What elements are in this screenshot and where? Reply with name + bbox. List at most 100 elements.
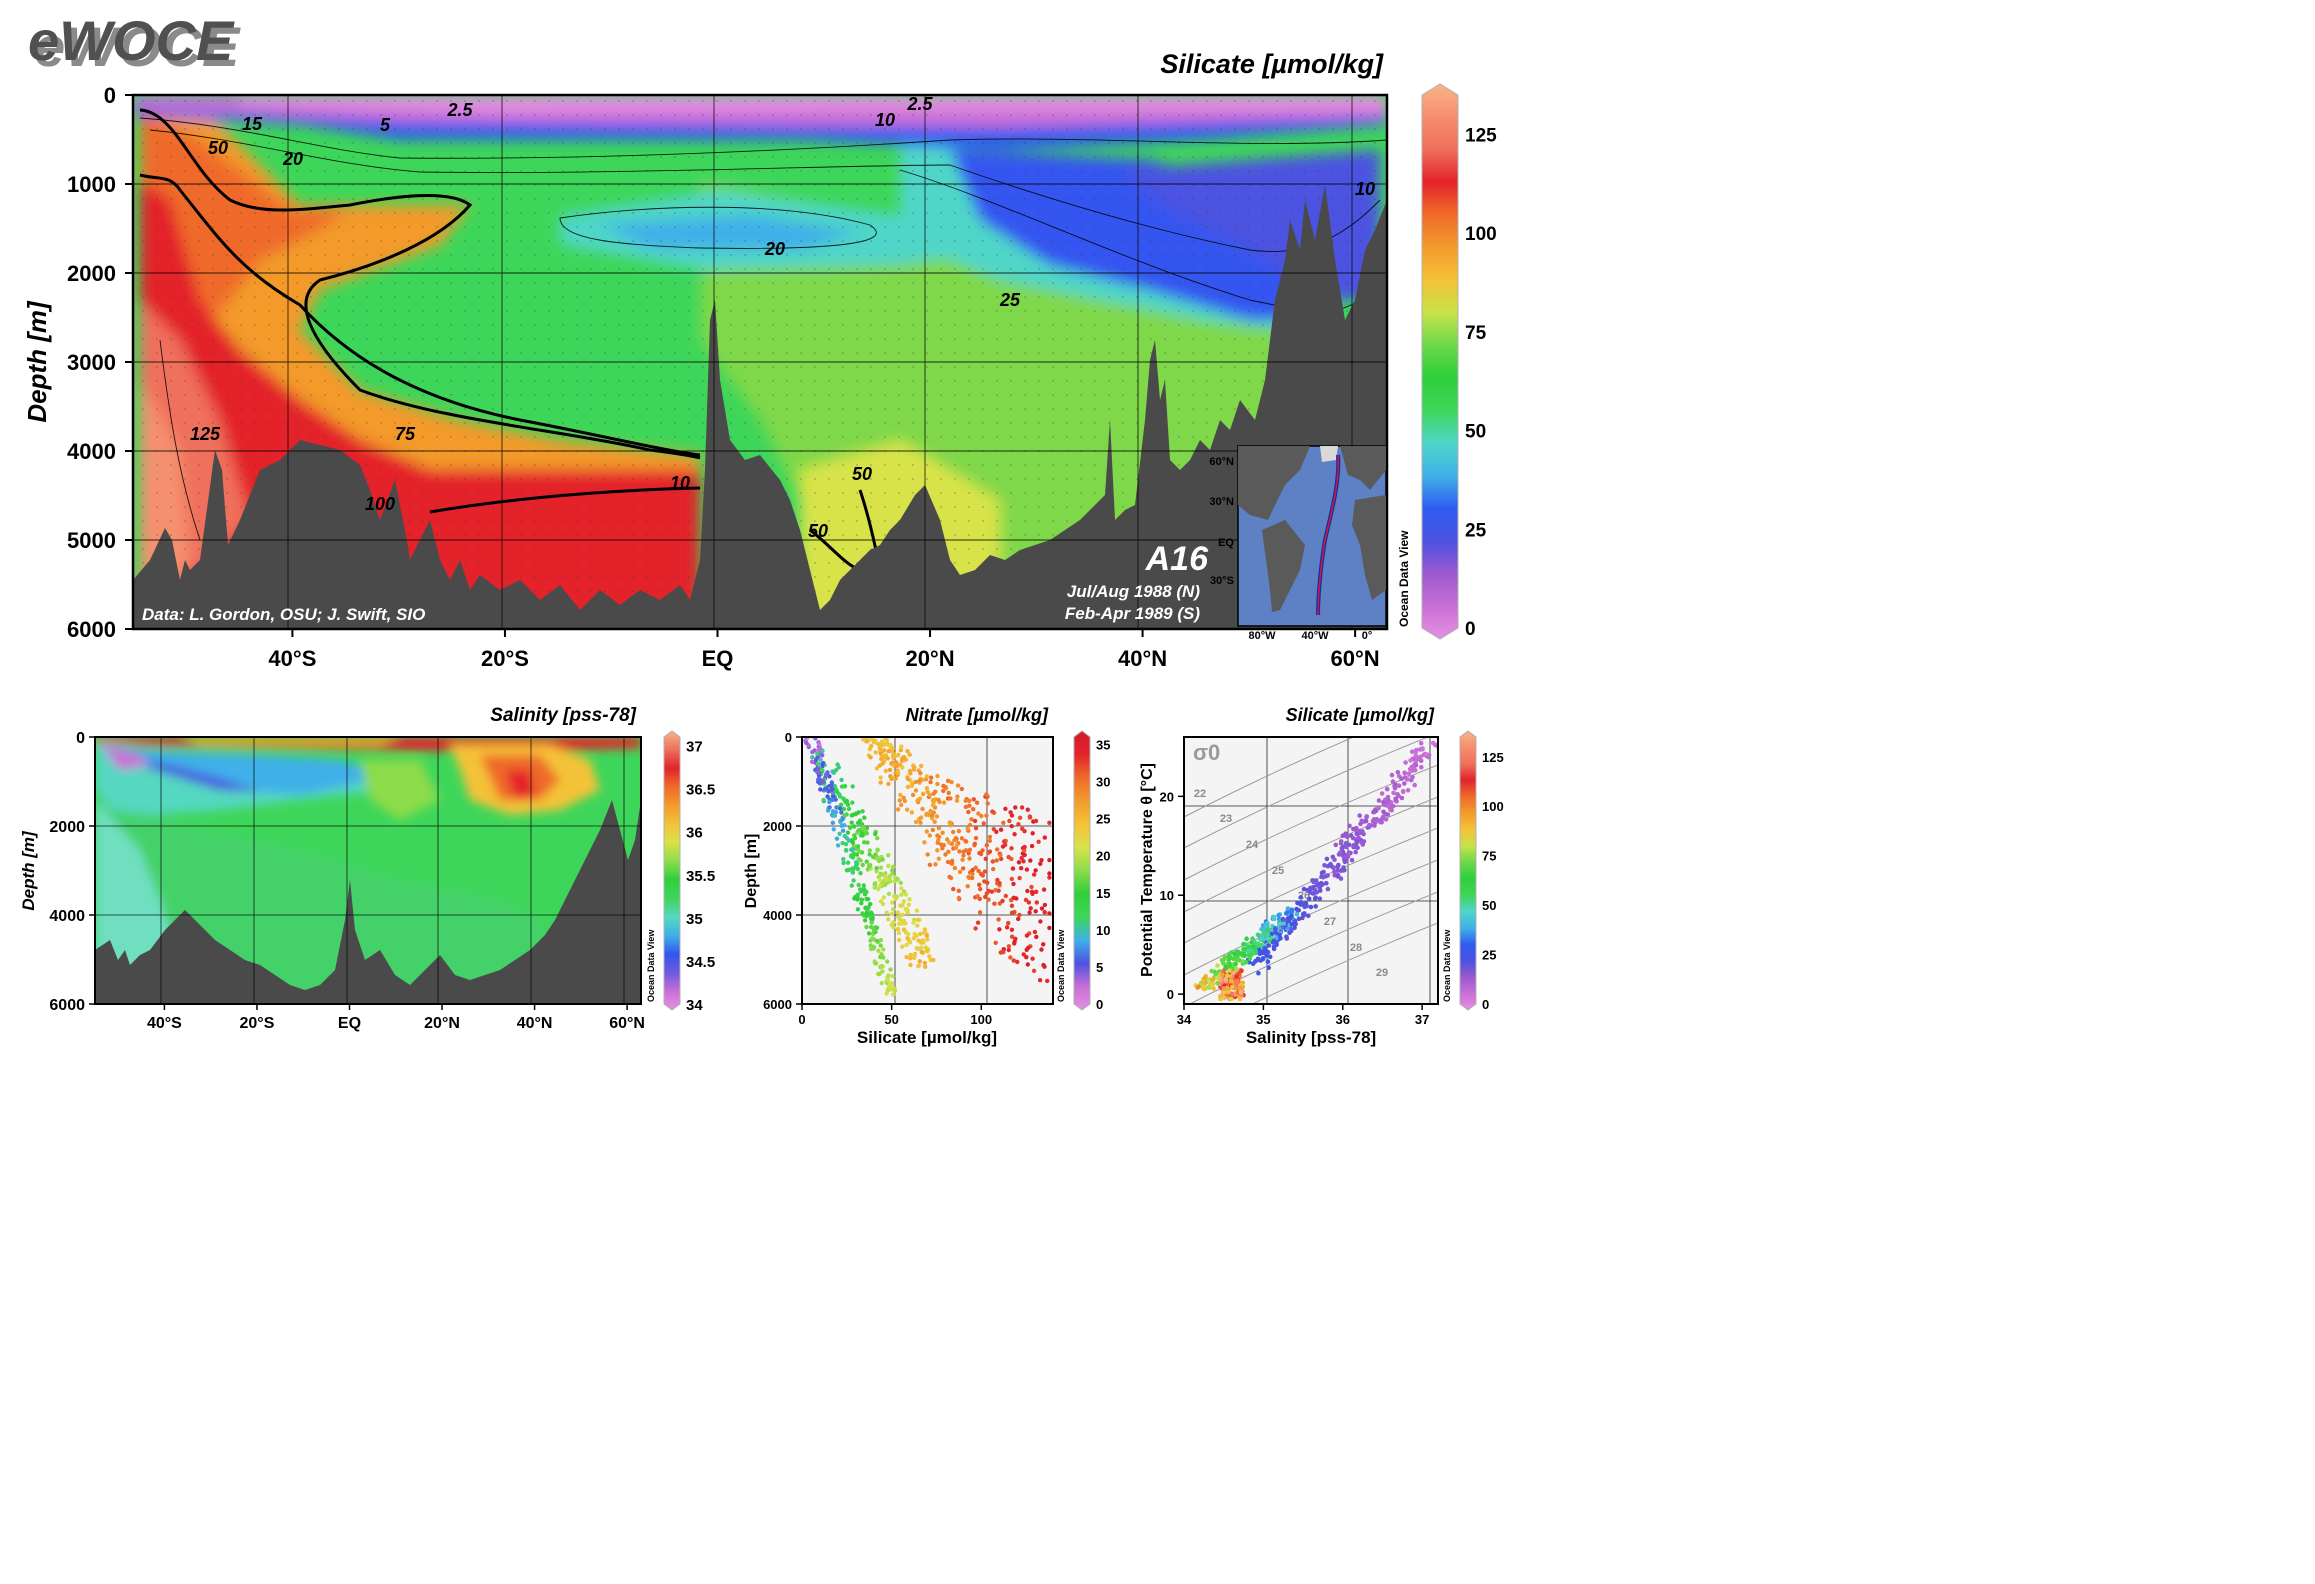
main-ylabel: Depth [m] [22,300,52,423]
nitrate-point [884,910,889,915]
nitrate-point [815,751,820,756]
nitrate-point [934,814,940,819]
ts-point [1354,831,1359,837]
nitrate-point [924,933,930,938]
ts-point [1333,842,1339,848]
ts-point [1372,823,1377,828]
nitrate-point [882,882,888,888]
nitrate-y-tick-label: 4000 [763,908,792,923]
ts-point [1260,956,1266,962]
nitrate-point [830,809,836,814]
nitrate-point [835,789,840,795]
nitrate-point [850,784,855,789]
ts-point [1250,936,1255,941]
nitrate-point [936,825,942,831]
ts-point [1234,957,1240,963]
ts-point [1314,882,1320,888]
ts-colorbar-tick-label: 75 [1482,849,1496,864]
nitrate-point [985,801,990,806]
nitrate-point [956,888,961,893]
salinity-colorbar-tick-label: 34 [686,997,703,1014]
ts-point [1285,906,1291,911]
nitrate-point [832,784,838,789]
ts-point [1414,747,1419,753]
nitrate-point [908,956,913,961]
nitrate-point [907,940,913,945]
nitrate-point [891,920,896,925]
nitrate-point [891,763,897,768]
logo: eWOCE [28,9,235,72]
nitrate-point [857,827,862,833]
nitrate-point [1025,807,1031,812]
nitrate-point [998,856,1004,862]
nitrate-point [980,873,985,878]
salinity-ylabel: Depth [m] [19,830,38,911]
nitrate-point [1030,831,1035,836]
nitrate-point [845,830,851,835]
ts-point [1338,839,1344,844]
inset-lat-eq: EQ [1218,537,1234,549]
nitrate-point [844,798,850,804]
nitrate-point [956,828,962,834]
nitrate-point [821,797,826,803]
nitrate-point [877,742,882,747]
nitrate-point [969,817,974,822]
ts-point [1298,895,1304,900]
nitrate-point [895,763,900,769]
nitrate-point [833,797,838,802]
nitrate-point [876,948,881,953]
nitrate-point [875,835,880,841]
nitrate-point [996,917,1001,922]
contour-label: 25 [999,290,1021,310]
salinity-colorbar-tick-label: 36 [686,825,703,842]
nitrate-point [869,743,874,749]
salinity-x-tick-label: 20°S [240,1015,275,1032]
nitrate-point [820,753,825,758]
ts-point [1313,878,1319,883]
nitrate-point [879,981,884,986]
salinity-y-ticks: 0 2000 4000 6000 [49,730,95,1014]
contour-label: 2.5 [906,94,933,114]
ts-point [1389,808,1394,813]
ts-x-tick-label: 35 [1256,1012,1270,1027]
nitrate-point [894,760,899,765]
nitrate-point [851,878,856,883]
nitrate-point [878,780,883,785]
nitrate-point [888,982,893,987]
nitrate-point [1010,866,1016,871]
nitrate-point [815,761,821,766]
nitrate-point [961,849,966,854]
nitrate-point [819,768,825,773]
main-colorbar [1421,83,1459,640]
nitrate-point [870,915,875,921]
salinity-bathymetry [95,800,641,1004]
nitrate-point [982,869,987,874]
ts-point [1241,941,1246,947]
nitrate-point [1009,903,1015,908]
nitrate-point [980,848,985,853]
nitrate-point [941,783,946,789]
nitrate-point [928,775,934,780]
ts-point [1391,790,1396,796]
nitrate-point [865,897,871,902]
ts-point [1271,914,1277,920]
nitrate-point [961,853,966,858]
main-y-tick-label: 3000 [67,350,116,375]
nitrate-point [896,915,901,920]
nitrate-point [987,834,993,840]
nitrate-point [887,876,892,882]
nitrate-point [873,831,878,837]
nitrate-point [923,964,928,969]
nitrate-point [931,791,936,796]
nitrate-point [869,920,874,925]
salinity-x-ticks: 40°S 20°S EQ 20°N 40°N 60°N [147,1004,645,1032]
nitrate-point [1012,939,1017,944]
nitrate-point [965,826,970,831]
ts-point [1215,963,1220,968]
nitrate-point [946,790,951,796]
ts-point [1408,758,1413,763]
nitrate-point [879,953,884,959]
nitrate-point [850,812,856,817]
nitrate-point [895,910,901,915]
ts-point [1271,939,1276,945]
